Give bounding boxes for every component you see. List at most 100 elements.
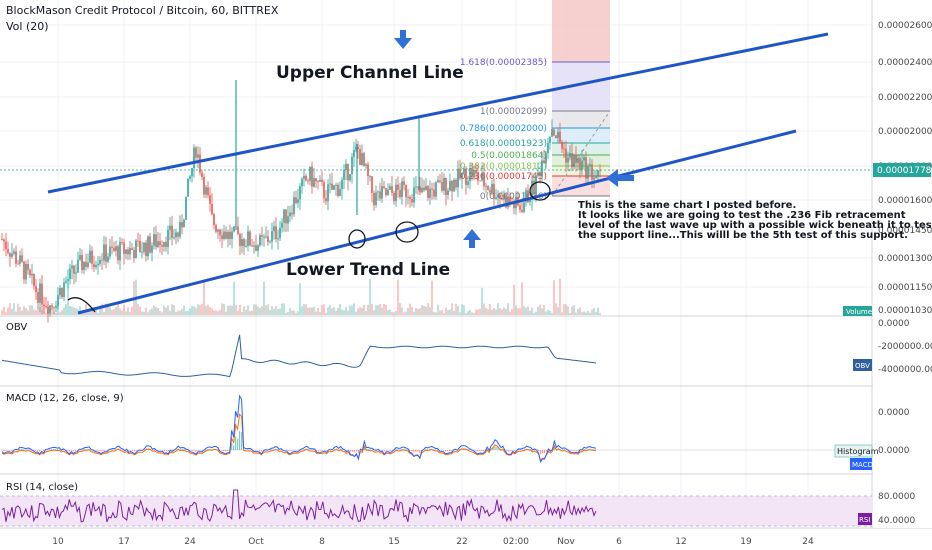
macd-histogram-bar — [35, 450, 37, 451]
volume-bar — [131, 306, 133, 315]
macd-histogram-bar — [181, 449, 183, 450]
candle-body — [533, 180, 535, 195]
volume-bar — [219, 309, 221, 315]
candle-body — [141, 251, 143, 253]
candle-body — [43, 304, 45, 307]
arrow-up-icon — [463, 229, 481, 248]
arrow-left-icon — [606, 169, 634, 187]
macd-histogram-bar — [217, 449, 219, 450]
candle-body — [333, 185, 335, 190]
volume-bar — [475, 309, 477, 315]
volume-bar — [481, 287, 483, 315]
macd-histogram-bar — [106, 450, 108, 451]
candle-body — [421, 187, 423, 193]
volume-bar — [521, 282, 523, 315]
fib-level-label: 0.618(0.00001923) — [460, 139, 547, 149]
candle-body — [247, 231, 249, 246]
volume-bar — [283, 303, 285, 315]
macd-histogram-bar — [223, 450, 225, 452]
candle-body — [239, 234, 241, 246]
macd-histogram-bar — [563, 449, 565, 450]
candle-body — [491, 183, 493, 193]
candle-body — [413, 187, 415, 203]
volume-bar — [75, 307, 77, 315]
volume-bar — [19, 306, 21, 315]
volume-bar — [115, 306, 117, 315]
candle-body — [147, 236, 149, 257]
candle-body — [81, 255, 83, 270]
fib-level-label: 0(0.00001636) — [480, 192, 547, 202]
volume-bar — [359, 307, 361, 315]
time-axis-bg — [0, 529, 932, 550]
candle-body — [485, 185, 487, 187]
volume-bar — [167, 305, 169, 315]
candle-body — [529, 199, 531, 203]
rsi-tag — [858, 513, 872, 525]
candle-body — [207, 187, 209, 196]
candle-body — [263, 236, 265, 238]
volume-bar — [169, 310, 171, 315]
volume-bar — [487, 309, 489, 315]
volume-bar — [87, 309, 89, 315]
candle-body — [531, 180, 533, 200]
candle-body — [405, 184, 407, 198]
candle-body — [103, 244, 105, 261]
candle-body — [271, 231, 273, 242]
volume-bar — [431, 280, 433, 315]
candle-body — [463, 168, 465, 174]
candle-body — [471, 168, 473, 178]
candle-body — [347, 163, 349, 181]
volume-bar — [543, 304, 545, 315]
volume-bar — [443, 312, 445, 315]
candle-body — [63, 282, 65, 297]
macd-histogram-bar — [322, 450, 324, 451]
macd-histogram-bar — [308, 449, 310, 450]
candle-body — [455, 179, 457, 188]
candle-body — [19, 255, 21, 264]
macd-histogram-bar — [50, 449, 53, 450]
volume-bar — [223, 303, 225, 315]
volume-bar — [315, 311, 317, 315]
volume-bar — [415, 308, 417, 315]
macd-histogram-bar — [163, 450, 165, 452]
candle-body — [339, 189, 341, 196]
macd-histogram-bar — [478, 450, 480, 452]
volume-bar — [339, 304, 341, 315]
price-tick: 0.00001450 — [878, 226, 932, 236]
candle-body — [337, 184, 339, 196]
time-tick: 6 — [616, 537, 622, 547]
candle-body — [313, 178, 315, 187]
volume-bar — [491, 309, 493, 315]
macd-histogram-bar — [316, 450, 318, 451]
candle-body — [279, 227, 281, 239]
macd-histogram-bar — [401, 449, 403, 450]
volume-bar — [557, 307, 559, 315]
candle-body — [181, 222, 183, 228]
candle-body — [195, 147, 197, 158]
volume-bar — [587, 310, 589, 315]
macd-histogram-bar — [100, 450, 102, 452]
volume-bar — [269, 310, 271, 315]
candle-body — [525, 190, 527, 203]
candle-body — [55, 305, 57, 308]
candle-body — [489, 189, 491, 193]
volume-bar — [337, 307, 339, 315]
candle-body — [369, 176, 371, 177]
candle-body — [113, 247, 115, 251]
candle-body — [289, 212, 291, 217]
volume-bar — [435, 312, 437, 315]
macd-histogram-bar — [258, 450, 260, 451]
candle-body — [473, 170, 475, 178]
macd-histogram-bar — [84, 449, 86, 450]
candle-body — [273, 226, 275, 232]
candle-body — [191, 168, 193, 177]
macd-histogram-bar — [338, 449, 340, 450]
volume-bar — [189, 308, 191, 315]
macd-histogram-bar — [68, 450, 70, 452]
fib-trend-line — [551, 110, 611, 197]
volume-bar — [267, 304, 269, 315]
channel-lines[interactable] — [47, 30, 829, 315]
volume-bar — [1, 310, 3, 315]
